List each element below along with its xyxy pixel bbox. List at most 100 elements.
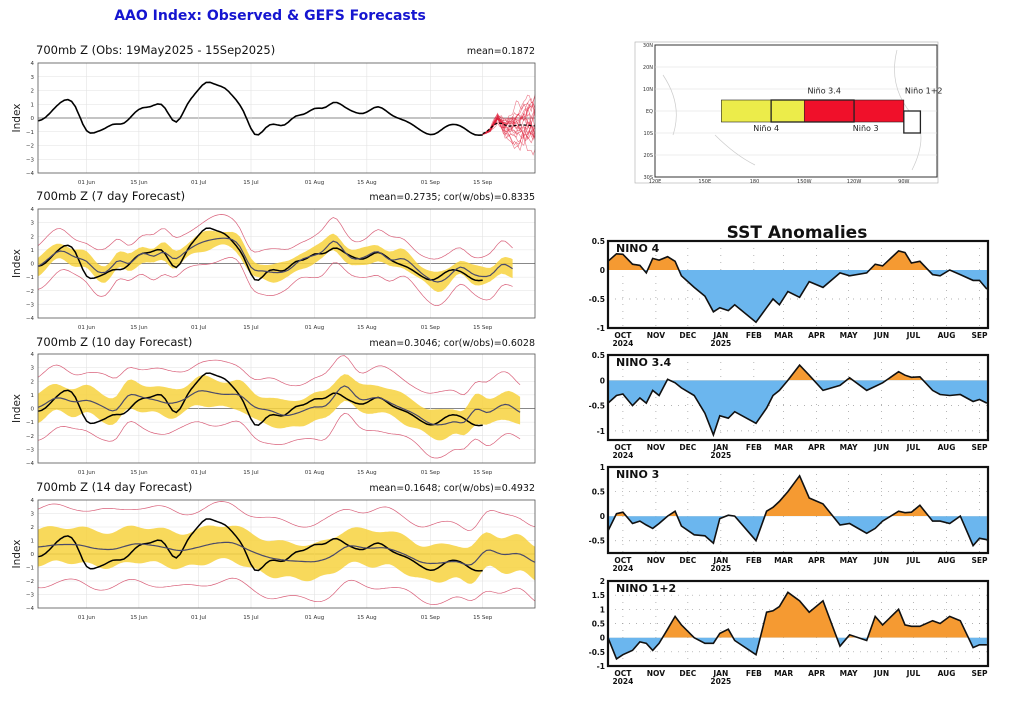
y-tick-label: -1	[597, 662, 605, 671]
x-tick-label: SEP	[971, 443, 988, 452]
y-tick-label: 0.5	[592, 488, 605, 497]
ensemble-member-line	[482, 114, 536, 139]
x-tick-label: 01 Jul	[191, 325, 207, 331]
x-tick-label: SEP	[971, 556, 988, 565]
x-tick-label: MAY	[840, 443, 859, 452]
x-tick-label: 15 Aug	[357, 470, 377, 476]
x-tick-label: JUN	[873, 443, 889, 452]
y-tick-label: 2	[31, 89, 35, 95]
x-tick-label: JAN	[712, 669, 728, 678]
x-tick-label: AUG	[938, 669, 956, 678]
plot-frame	[606, 465, 990, 555]
y-tick-label: 3	[31, 75, 35, 81]
x-tick-label: 15 Jun	[130, 470, 148, 476]
lon-label: 120W	[847, 179, 862, 185]
forecast-mean-line	[37, 237, 513, 283]
y-tick-label: 1	[600, 605, 605, 614]
x-tick-year: 2024	[612, 451, 633, 460]
region-label: Niño 1+2	[905, 86, 943, 95]
plot-frame	[606, 239, 990, 330]
aao-panel-0: 700mb Z (Obs: 19May2025 - 15Sep2025) mean…	[11, 43, 536, 186]
lon-label: 150E	[698, 179, 711, 185]
series-label: NINO 4	[616, 242, 660, 255]
x-tick-label: 01 Aug	[305, 615, 325, 621]
x-tick-label: JAN	[712, 556, 728, 565]
y-tick-label: 4	[31, 498, 35, 504]
y-tick-label: -1	[597, 324, 605, 333]
warm-anomaly-area	[667, 365, 924, 381]
y-tick-label: 1	[31, 102, 35, 108]
x-tick-year: 2024	[612, 564, 633, 573]
x-tick-label: SEP	[971, 669, 988, 678]
x-tick-label: JUN	[873, 669, 889, 678]
series-label: NINO 3	[616, 468, 659, 481]
x-tick-label: OCT	[614, 443, 632, 452]
x-tick-label: DEC	[679, 443, 696, 452]
nino34-region	[770, 99, 855, 123]
warm-anomaly-area	[615, 475, 961, 517]
ensemble-member-line	[482, 113, 536, 138]
y-tick-label: −3	[26, 593, 35, 599]
x-tick-label: 15 Sep	[473, 180, 493, 186]
x-tick-label: MAR	[774, 669, 793, 678]
y-tick-label: -0.5	[589, 648, 605, 657]
y-tick-label: 2	[31, 525, 35, 531]
x-tick-label: NOV	[647, 669, 665, 678]
x-tick-label: 01 Jul	[191, 470, 207, 476]
lat-label: 30S	[643, 175, 653, 181]
x-tick-label: AUG	[938, 331, 956, 340]
x-tick-label: JAN	[712, 331, 728, 340]
x-tick-label: OCT	[614, 669, 632, 678]
y-tick-label: −1	[26, 130, 34, 136]
plot-frame	[37, 208, 536, 319]
x-tick-label: 15 Aug	[357, 615, 377, 621]
series-label: NINO 1+2	[616, 582, 676, 595]
warm-anomaly-area	[608, 250, 987, 270]
y-tick-label: -0.5	[589, 537, 605, 546]
region-label: Niño 3.4	[807, 86, 840, 95]
y-tick-label: 4	[31, 207, 35, 213]
x-tick-label: APR	[808, 556, 825, 565]
x-tick-label: MAY	[840, 556, 859, 565]
y-axis-label: Index	[11, 249, 23, 278]
plot-frame	[37, 62, 536, 174]
x-tick-label: JUL	[906, 669, 921, 678]
x-tick-label: 15 Aug	[357, 325, 377, 331]
x-tick-label: DEC	[679, 669, 696, 678]
lat-label: 30N	[643, 43, 653, 49]
ensemble-member-line	[482, 106, 536, 135]
y-tick-label: −1	[26, 420, 34, 426]
ensemble-mean-line	[482, 122, 536, 135]
y-tick-label: −4	[26, 171, 35, 177]
ensemble-member-line	[482, 105, 536, 135]
x-tick-label: 01 Aug	[305, 180, 325, 186]
envelope-lower-line	[37, 257, 513, 306]
y-tick-label: 0	[31, 116, 35, 122]
lon-label: 120E	[649, 179, 662, 185]
nino4-region	[721, 99, 805, 123]
x-tick-label: 15 Jun	[130, 180, 148, 186]
y-tick-label: 1.5	[592, 591, 605, 600]
lat-label: 10N	[643, 87, 653, 93]
series-label: NINO 3.4	[616, 356, 672, 369]
x-tick-label: JUL	[906, 443, 921, 452]
x-tick-label: FEB	[746, 669, 762, 678]
region-label: Niño 3	[853, 124, 879, 133]
x-tick-year: 2024	[612, 339, 633, 348]
y-tick-label: 1	[600, 463, 605, 472]
cool-anomaly-area	[608, 380, 987, 435]
y-tick-label: 0.5	[592, 237, 605, 246]
x-tick-label: 01 Jun	[78, 180, 96, 186]
y-tick-label: −1	[26, 275, 34, 281]
y-tick-label: −4	[26, 316, 35, 322]
x-tick-label: 01 Aug	[305, 325, 325, 331]
x-tick-year: 2025	[710, 677, 731, 686]
lat-label: 20N	[643, 65, 653, 71]
observed-line	[37, 227, 483, 282]
y-tick-label: −2	[26, 579, 34, 585]
